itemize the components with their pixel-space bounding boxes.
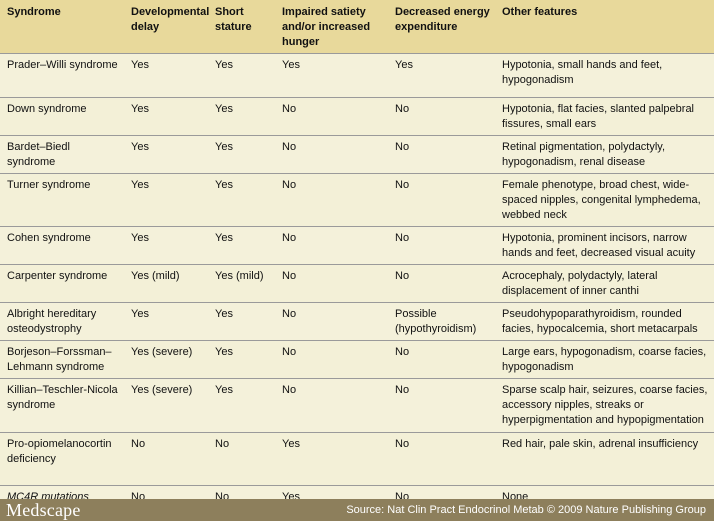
table-header-row: Syndrome Developmental delay Short statu… [0,0,714,54]
cell-other-features: Hypotonia, flat facies, slanted palpebra… [495,97,714,136]
cell-impaired-satiety: No [275,302,388,341]
cell-impaired-satiety: No [275,378,388,433]
cell-decreased-energy: Yes [388,53,495,98]
cell-syndrome: Turner syndrome [0,173,124,227]
cell-other-features: Acrocephaly, polydactyly, lateral displa… [495,264,714,303]
cell-short-stature: No [208,432,275,486]
cell-short-stature: Yes [208,97,275,136]
cell-short-stature: Yes (mild) [208,264,275,303]
cell-other-features: Sparse scalp hair, seizures, coarse faci… [495,378,714,433]
footer-bar: Medscape Source: Nat Clin Pract Endocrin… [0,499,714,521]
cell-impaired-satiety: No [275,135,388,174]
cell-syndrome: Bardet–Biedl syndrome [0,135,124,174]
syndrome-table: Syndrome Developmental delay Short statu… [0,0,714,509]
cell-decreased-energy: No [388,432,495,486]
cell-developmental-delay: Yes [124,302,208,341]
header-other-features: Other features [495,0,714,54]
cell-short-stature: Yes [208,53,275,98]
cell-developmental-delay: Yes [124,226,208,265]
header-short-stature: Short stature [208,0,275,54]
cell-decreased-energy: No [388,226,495,265]
table-body: Prader–Willi syndrome Yes Yes Yes Yes Hypoton… [0,53,714,509]
cell-other-features: Red hair, pale skin, adrenal insufficien… [495,432,714,486]
cell-developmental-delay: Yes [124,173,208,227]
cell-short-stature: Yes [208,226,275,265]
header-impaired-satiety: Impaired satiety and/or increased hunger [275,0,388,54]
cell-short-stature: Yes [208,173,275,227]
cell-impaired-satiety: Yes [275,53,388,98]
table-row: Carpenter syndrome Yes (mild) Yes (mild) No… [0,264,714,303]
header-syndrome: Syndrome [0,0,124,54]
cell-other-features: Large ears, hypogonadism, coarse facies,… [495,340,714,379]
medscape-logo: Medscape [6,499,81,520]
cell-other-features: Pseudohypoparathyroidism, rounded facies… [495,302,714,341]
cell-other-features: Female phenotype, broad chest, wide-spac… [495,173,714,227]
cell-syndrome: Albright hereditary osteodystrophy [0,302,124,341]
cell-short-stature: Yes [208,135,275,174]
cell-syndrome: Cohen syndrome [0,226,124,265]
cell-impaired-satiety: No [275,97,388,136]
cell-syndrome: Borjeson–Forssman–Lehmann syndrome [0,340,124,379]
cell-decreased-energy: No [388,378,495,433]
cell-developmental-delay: No [124,432,208,486]
table-row: Cohen syndrome Yes Yes No No Hypotonia, promi… [0,226,714,265]
cell-other-features: Hypotonia, small hands and feet, hypogon… [495,53,714,98]
cell-developmental-delay: Yes (mild) [124,264,208,303]
cell-decreased-energy: Possible (hypothyroidism) [388,302,495,341]
cell-decreased-energy: No [388,340,495,379]
cell-impaired-satiety: No [275,264,388,303]
cell-other-features: Hypotonia, prominent incisors, narrow ha… [495,226,714,265]
header-developmental-delay: Developmental delay [124,0,209,54]
cell-decreased-energy: No [388,135,495,174]
table-row: Borjeson–Forssman–Lehmann syndrome Yes (s… [0,340,714,379]
cell-syndrome: Pro-opiomelanocortin deficiency [0,432,124,486]
cell-decreased-energy: No [388,97,495,136]
cell-syndrome: Carpenter syndrome [0,264,124,303]
table-row: Turner syndrome Yes Yes No No Female phenotyp… [0,173,714,227]
table-row: Pro-opiomelanocortin deficiency No No Yes No… [0,432,714,486]
header-decreased-energy: Decreased energy expenditure [388,0,495,54]
table-row: Bardet–Biedl syndrome Yes Yes No No Retinal p… [0,135,714,174]
cell-syndrome: Prader–Willi syndrome [0,53,124,98]
cell-short-stature: Yes [208,340,275,379]
table-row: Prader–Willi syndrome Yes Yes Yes Yes Hypoton… [0,53,714,98]
cell-decreased-energy: No [388,264,495,303]
cell-syndrome: Killian–Teschler-Nicola syndrome [0,378,124,433]
cell-impaired-satiety: No [275,340,388,379]
cell-developmental-delay: Yes [124,53,208,98]
cell-short-stature: Yes [208,378,275,433]
source-credit: Source: Nat Clin Pract Endocrinol Metab … [346,504,706,516]
cell-impaired-satiety: No [275,226,388,265]
cell-developmental-delay: Yes (severe) [124,378,208,433]
cell-developmental-delay: Yes [124,97,208,136]
cell-syndrome: Down syndrome [0,97,124,136]
cell-decreased-energy: No [388,173,495,227]
cell-impaired-satiety: No [275,173,388,227]
table-row: Albright hereditary osteodystrophy Yes Yes… [0,302,714,341]
table-row: Down syndrome Yes Yes No No Hypotonia, flat f… [0,97,714,136]
cell-impaired-satiety: Yes [275,432,388,486]
cell-other-features: Retinal pigmentation, polydactyly, hypog… [495,135,714,174]
cell-short-stature: Yes [208,302,275,341]
table-row: Killian–Teschler-Nicola syndrome Yes (sev… [0,378,714,433]
cell-developmental-delay: Yes [124,135,208,174]
cell-developmental-delay: Yes (severe) [124,340,208,379]
